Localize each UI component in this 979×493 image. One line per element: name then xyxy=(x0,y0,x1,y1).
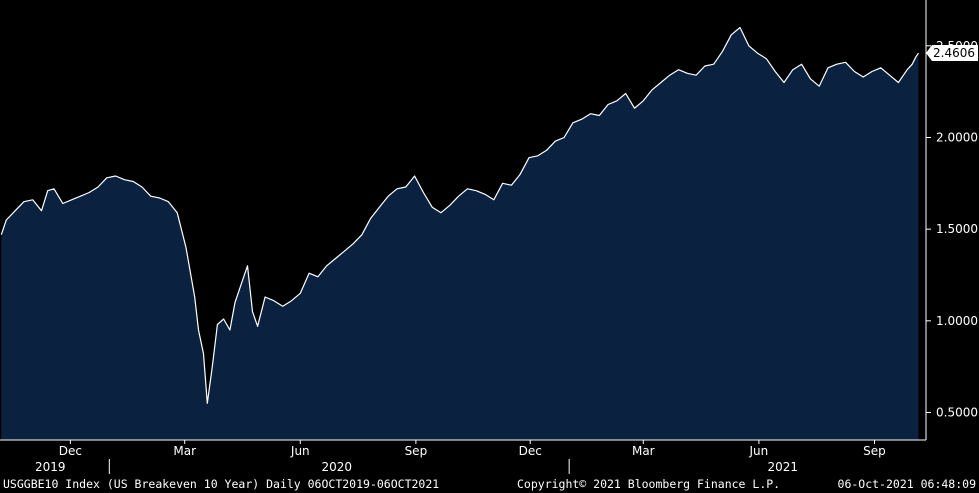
x-year-label: 2021 xyxy=(767,460,798,474)
x-tick-label: Jun xyxy=(290,444,310,458)
x-tick-label: Sep xyxy=(863,444,886,458)
y-tick-label: 2.0000 xyxy=(936,131,978,145)
last-value-tag xyxy=(926,45,978,62)
ticker-description: USGGBE10 Index (US Breakeven 10 Year) Da… xyxy=(3,477,440,491)
x-tick-label: Dec xyxy=(59,444,82,458)
labels-layer: 0.50001.00001.50002.00002.5000DecMarJunS… xyxy=(35,39,978,474)
series-area-fill xyxy=(1,27,919,440)
series-area-layer xyxy=(0,26,919,440)
x-year-label: 2019 xyxy=(35,460,66,474)
timestamp: 06-Oct-2021 06:48:09 xyxy=(837,477,976,491)
x-tick-label: Mar xyxy=(632,444,655,458)
series-line xyxy=(0,26,919,404)
axes-layer xyxy=(0,0,931,474)
last-value-label: 2.4606 xyxy=(933,46,975,60)
y-tick-label: 0.5000 xyxy=(936,406,978,420)
x-tick-label: Mar xyxy=(173,444,196,458)
x-tick-label: Dec xyxy=(519,444,542,458)
x-tick-label: Sep xyxy=(405,444,428,458)
y-tick-label: 1.5000 xyxy=(936,222,978,236)
y-tick-label: 1.0000 xyxy=(936,314,978,328)
copyright-notice: Copyright© 2021 Bloomberg Finance L.P. xyxy=(517,477,781,491)
x-year-label: 2020 xyxy=(321,460,352,474)
x-tick-label: Jun xyxy=(749,444,769,458)
